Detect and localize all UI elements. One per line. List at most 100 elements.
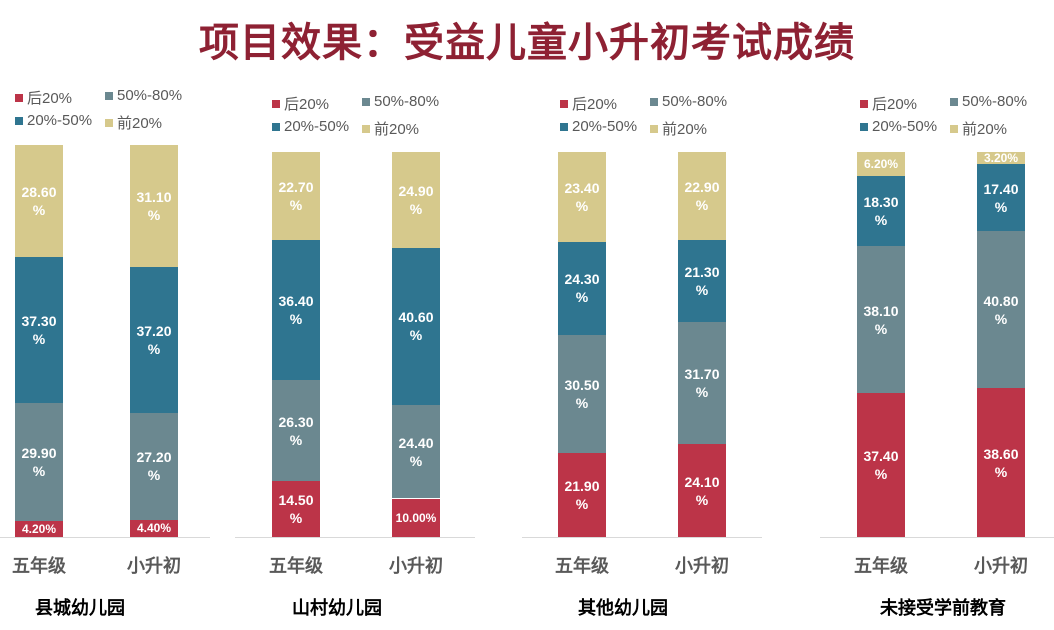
x-axis-line (235, 537, 475, 538)
data-label: 37.30 (21, 313, 57, 330)
data-label: 24.40 (398, 434, 434, 451)
data-label: 4.40% (136, 521, 172, 536)
legend-item: 后20% (560, 93, 617, 114)
data-label: 31.70 (684, 366, 720, 383)
data-label: 31.10 (136, 189, 172, 206)
bar-segment: 37.30% (15, 257, 63, 404)
data-label-unit: % (575, 394, 589, 411)
chart-title: 县城幼儿园 (35, 598, 125, 619)
x-tick-label: 五年级 (854, 556, 908, 577)
bar-segment: 26.30% (272, 379, 320, 482)
legend-item: 后20% (272, 93, 329, 114)
bar-segment: 40.60% (392, 248, 440, 405)
x-axis-line (0, 537, 210, 538)
data-label-unit: % (874, 320, 888, 337)
legend-swatch (560, 99, 568, 108)
data-label-unit: % (409, 327, 423, 344)
legend-label: 20%-50% (27, 112, 93, 129)
bar-segment: 6.20% (857, 152, 905, 176)
data-label: 40.60 (398, 309, 434, 326)
legend-swatch (950, 124, 958, 133)
data-label-unit: % (409, 452, 423, 469)
legend-label: 前20% (962, 121, 1008, 138)
x-tick-label: 五年级 (269, 556, 323, 577)
legend-item: 20%-50% (860, 118, 937, 135)
legend-label: 前20% (374, 121, 420, 138)
bar-segment: 31.70% (678, 322, 726, 445)
data-label: 28.60 (21, 184, 57, 201)
bar-segment: 38.60% (977, 388, 1025, 537)
x-tick-label: 五年级 (555, 556, 609, 577)
legend-swatch (15, 116, 23, 125)
x-tick-label: 小升初 (127, 556, 181, 577)
data-label-unit: % (575, 495, 589, 512)
data-label: 40.80 (983, 292, 1019, 309)
legend-swatch (105, 91, 113, 100)
data-label: 27.20 (136, 449, 172, 466)
data-label-unit: % (147, 467, 161, 484)
data-label-unit: % (32, 331, 46, 348)
legend-label: 20%-50% (872, 118, 938, 135)
data-label: 17.40 (983, 180, 1019, 197)
bar-segment: 29.90% (15, 403, 63, 521)
legend-label: 后20% (872, 96, 918, 113)
data-label-unit: % (695, 384, 709, 401)
bar-segment: 36.40% (272, 239, 320, 380)
data-label-unit: % (147, 207, 161, 224)
chart-title: 其他幼儿园 (578, 598, 668, 619)
chart-title: 未接受学前教育 (880, 598, 1006, 619)
data-label-unit: % (994, 463, 1008, 480)
data-label-unit: % (289, 310, 303, 327)
data-label-unit: % (575, 197, 589, 214)
bar-segment: 3.20% (977, 151, 1025, 165)
bar-segment: 28.60% (15, 145, 63, 258)
data-label: 10.00% (395, 510, 437, 525)
data-label-unit: % (409, 201, 423, 218)
data-label: 22.70 (278, 179, 314, 196)
bar-segment: 4.20% (15, 520, 63, 537)
legend-item: 50%-80% (650, 93, 727, 110)
legend-label: 20%-50% (284, 118, 350, 135)
bar-segment: 31.10% (130, 145, 178, 268)
legend-item: 50%-80% (362, 93, 439, 110)
legend-label: 前20% (662, 121, 708, 138)
x-tick-label: 小升初 (675, 556, 729, 577)
data-label-unit: % (695, 197, 709, 214)
legend-label: 50%-80% (117, 87, 183, 104)
legend-label: 前20% (117, 115, 163, 132)
bar-segment: 14.50% (272, 481, 320, 537)
legend-item: 前20% (105, 112, 162, 133)
data-label: 21.90 (564, 477, 600, 494)
legend-item: 前20% (362, 118, 419, 139)
bar-segment: 18.30% (857, 175, 905, 247)
legend-swatch (560, 122, 568, 131)
data-label: 4.20% (21, 521, 57, 536)
data-label-unit: % (32, 462, 46, 479)
legend-item: 20%-50% (15, 112, 92, 129)
bar-segment: 21.30% (678, 240, 726, 323)
data-label-unit: % (147, 341, 161, 358)
bar-segment: 10.00% (392, 498, 440, 537)
data-label: 37.20 (136, 323, 172, 340)
bar-segment: 21.90% (558, 452, 606, 537)
bar-segment: 24.90% (392, 152, 440, 249)
legend-item: 后20% (15, 87, 72, 108)
legend-item: 50%-80% (950, 93, 1027, 110)
bar-segment: 27.20% (130, 413, 178, 520)
legend-swatch (272, 99, 280, 108)
data-label: 26.30 (278, 413, 314, 430)
data-label: 24.90 (398, 183, 434, 200)
legend-swatch (272, 122, 280, 131)
legend-swatch (650, 97, 658, 106)
data-label: 24.30 (564, 271, 600, 288)
bar-segment: 24.40% (392, 404, 440, 499)
data-label: 18.30 (863, 194, 899, 211)
data-label-unit: % (289, 431, 303, 448)
bar-segment: 24.10% (678, 444, 726, 537)
data-label-unit: % (874, 212, 888, 229)
legend-item: 前20% (650, 118, 707, 139)
legend-item: 后20% (860, 93, 917, 114)
data-label-unit: % (695, 491, 709, 508)
bar-segment: 30.50% (558, 335, 606, 453)
bar-segment: 37.40% (857, 393, 905, 537)
